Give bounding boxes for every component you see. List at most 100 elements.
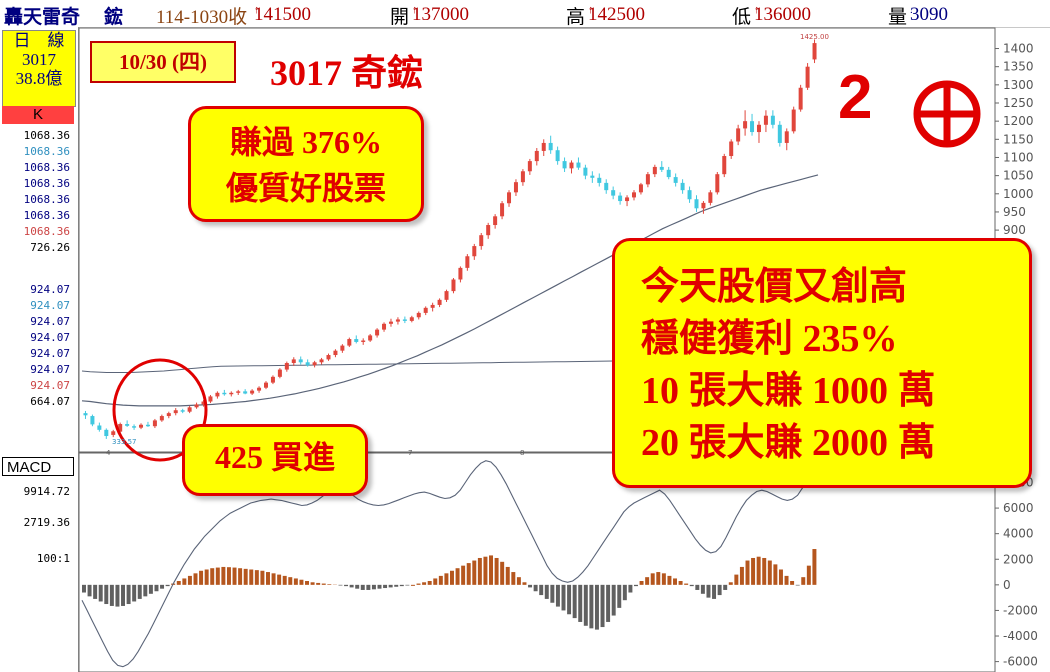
candle-body: [354, 339, 359, 342]
histogram-bar: [154, 584, 159, 592]
candle-body: [97, 425, 102, 430]
turnover: 38.8億: [15, 69, 63, 88]
histogram-bar: [712, 584, 717, 599]
candle-body: [604, 182, 609, 191]
candle-body: [416, 312, 421, 318]
ticker-open-label: 開: [390, 7, 410, 28]
upper-value: 1068.36: [23, 177, 70, 190]
histogram-bar: [232, 567, 237, 585]
histogram-bar: [628, 584, 633, 593]
candle-body: [534, 150, 539, 162]
histogram-bar: [561, 584, 566, 611]
candle-body: [298, 359, 303, 363]
candle-body: [590, 175, 595, 178]
macd-scale: 100:1: [36, 552, 70, 565]
candle-body: [83, 413, 88, 416]
histogram-bar: [299, 579, 304, 585]
histogram-bar: [137, 584, 142, 599]
histogram-bar: [589, 584, 594, 629]
candle-body: [715, 174, 720, 193]
histogram-bar: [606, 584, 611, 622]
histogram-bar: [215, 567, 220, 585]
candle-body: [645, 174, 650, 185]
candle-body: [729, 141, 734, 157]
histogram-bar: [550, 584, 555, 603]
candle-body: [798, 87, 803, 110]
histogram-bar: [338, 584, 343, 586]
histogram-bar: [93, 584, 98, 599]
macd-line: [81, 457, 819, 668]
lower-value: 664.07: [30, 395, 70, 408]
histogram-bar: [522, 582, 527, 585]
kline-tab[interactable]: K: [2, 106, 74, 124]
candle-body: [513, 182, 518, 193]
macd-tick-label: -4000: [1003, 629, 1038, 643]
candle-body: [305, 362, 310, 366]
period-label: 日 線: [13, 31, 65, 50]
histogram-bar: [243, 568, 248, 585]
candle-body: [132, 426, 137, 428]
candle-body: [576, 162, 581, 168]
histogram-bar: [383, 584, 388, 589]
histogram-bar: [594, 584, 599, 630]
histogram-bar: [455, 568, 460, 585]
candle-body: [104, 429, 109, 437]
histogram-bar: [611, 584, 616, 616]
price-tick-label: 1250: [1003, 96, 1034, 110]
histogram-bar: [667, 575, 672, 585]
histogram-bar: [762, 557, 767, 585]
histogram-bar: [806, 565, 811, 585]
histogram-bar: [812, 549, 817, 585]
candle-body: [493, 216, 498, 226]
histogram-bar: [109, 584, 114, 606]
ticker-date-close-label: 114-1030收: [156, 7, 248, 28]
candle-body: [368, 335, 373, 341]
macd-tick-label: 0: [1003, 578, 1011, 592]
candle-body: [333, 350, 338, 356]
candle-body: [520, 171, 525, 183]
histogram-bar: [126, 584, 131, 605]
stock-code: 3017: [22, 50, 56, 69]
candle-body: [270, 376, 275, 383]
histogram-bar: [148, 584, 153, 594]
histogram-bar: [349, 584, 354, 588]
histogram-bar: [728, 582, 733, 585]
candle-body: [215, 392, 220, 397]
candle-body: [479, 235, 484, 247]
histogram-bar: [366, 584, 371, 590]
histogram-bar: [388, 584, 393, 588]
histogram-bar: [539, 584, 544, 596]
histogram-bar: [734, 574, 739, 585]
histogram-bar: [600, 584, 605, 628]
upper-value: 1068.36: [23, 129, 70, 142]
macd-tab[interactable]: MACD: [2, 457, 74, 476]
histogram-bar: [678, 581, 683, 585]
candle-body: [347, 339, 352, 346]
candle-body: [673, 177, 678, 183]
info-box: 日 線 3017 38.8億: [2, 30, 76, 107]
candle-body: [243, 391, 248, 394]
price-tick-label: 1400: [1003, 42, 1034, 56]
rating-circle-icon: [913, 80, 981, 148]
histogram-bar: [444, 573, 449, 585]
histogram-bar: [639, 581, 644, 585]
histogram-bar: [461, 565, 466, 585]
candle-body: [125, 424, 130, 426]
histogram-bar: [121, 584, 126, 606]
gain-line-1: 賺過 376%: [229, 124, 382, 160]
upper-value: 1068.36: [23, 209, 70, 222]
candle-body: [375, 329, 380, 336]
today-line-4: 20 張大賺 2000 萬: [641, 422, 936, 464]
candle-body: [340, 345, 345, 351]
histogram-bar: [226, 567, 231, 585]
histogram-bar: [505, 566, 510, 585]
histogram-bar: [221, 566, 226, 585]
histogram-bar: [533, 584, 538, 592]
candle-body: [159, 416, 164, 421]
candle-body: [812, 43, 817, 60]
histogram-bar: [795, 584, 800, 586]
histogram-bar: [410, 584, 415, 586]
histogram-bar: [98, 584, 103, 602]
histogram-bar: [260, 570, 265, 585]
